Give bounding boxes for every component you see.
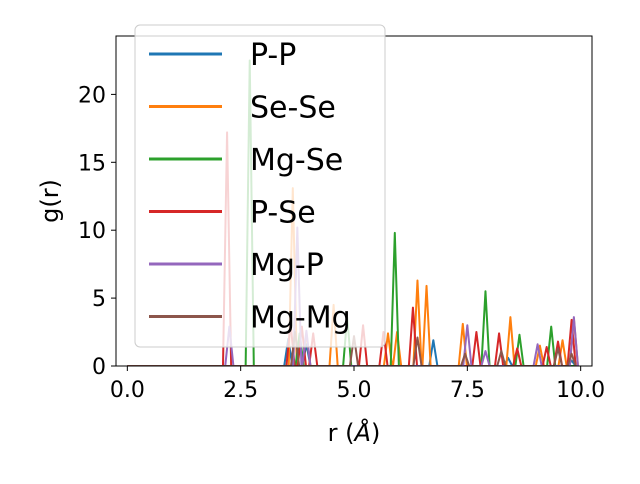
series-layer xyxy=(127,59,579,366)
legend-label: Se-Se xyxy=(250,91,336,126)
x-tick-label: 10.0 xyxy=(556,378,605,403)
y-tick-label: 15 xyxy=(78,151,106,176)
legend-label: Mg-P xyxy=(250,248,324,283)
y-tick-label: 10 xyxy=(78,219,106,244)
legend-label: P-Se xyxy=(250,196,316,231)
legend-label: Mg-Se xyxy=(250,143,343,178)
legend-label: Mg-Mg xyxy=(250,301,351,336)
x-axis-label: r (Å) xyxy=(328,418,381,447)
x-tick-label: 0.0 xyxy=(110,378,145,403)
x-tick-label: 2.5 xyxy=(223,378,258,403)
y-axis-label: g(r) xyxy=(36,179,64,223)
series-line-p-se xyxy=(127,131,577,366)
y-tick-label: 0 xyxy=(92,355,106,380)
y-tick-label: 20 xyxy=(78,83,106,108)
legend-label: P-P xyxy=(250,38,296,73)
x-axis: 0.0 2.5 5.0 7.5 10.0 xyxy=(110,366,605,403)
y-axis: 0 5 10 15 20 xyxy=(78,83,116,380)
series-line-mg-mg xyxy=(127,331,577,366)
y-tick-label: 5 xyxy=(92,287,106,312)
legend: P-P Se-Se Mg-Se P-Se Mg-P Mg-Mg xyxy=(134,24,386,348)
x-tick-label: 7.5 xyxy=(450,378,485,403)
series-line-mg-se xyxy=(127,59,577,366)
x-tick-label: 5.0 xyxy=(337,378,372,403)
legend-box xyxy=(134,24,386,348)
series-line-mg-p xyxy=(127,226,579,366)
